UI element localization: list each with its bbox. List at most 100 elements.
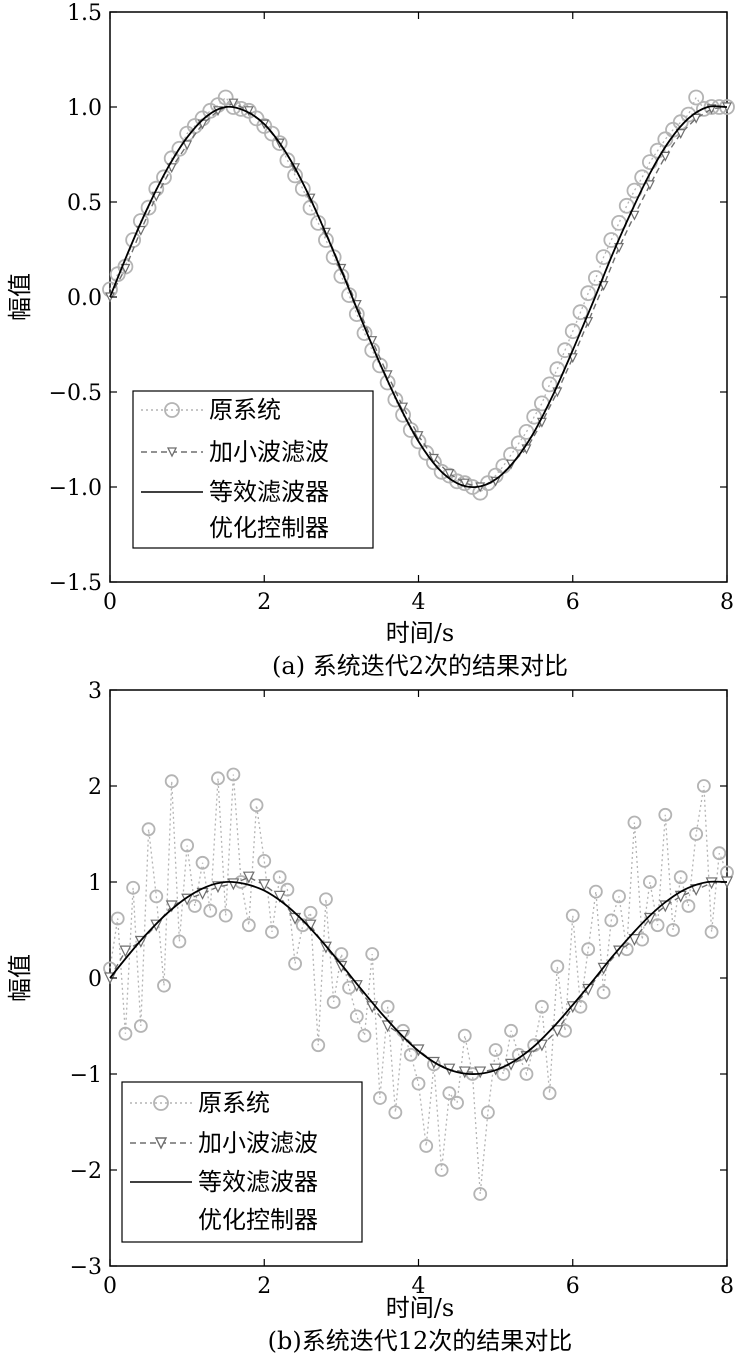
- chart-a-original-point: [580, 285, 597, 302]
- chart-b-original-point: [211, 771, 225, 786]
- chart-b-original-point: [581, 942, 596, 957]
- chart-b-xtick-label: 2: [257, 1274, 271, 1299]
- chart-b-original-point: [411, 1076, 426, 1091]
- chart-b-original-point: [226, 767, 241, 782]
- chart-b-original-point: [110, 911, 125, 926]
- chart-b-original-point: [673, 870, 688, 885]
- chart-a-original-point: [688, 89, 705, 106]
- chart-b-original-point: [195, 855, 210, 870]
- chart-b-original-point: [666, 923, 680, 937]
- chart-b-original-point: [519, 1067, 534, 1081]
- chart-b-original-point: [457, 1028, 472, 1043]
- chart-b-original-point: [319, 892, 333, 907]
- chart-a-xtick-label: 4: [412, 590, 426, 615]
- chart-b-original-point: [658, 807, 673, 822]
- chart-a-wavelet-point: [228, 98, 239, 109]
- chart-a-wavelet-point: [444, 469, 455, 480]
- chart-b-original-point: [373, 1091, 387, 1105]
- chart-b-original-point: [172, 934, 187, 949]
- chart-a-original-point: [572, 304, 589, 321]
- chart-b-original-point: [280, 882, 295, 897]
- chart-b-original-point: [642, 875, 657, 889]
- chart-b-original-point: [596, 985, 611, 1000]
- chart-b-series-original-line: [109, 774, 728, 1195]
- chart-b-original-point: [149, 889, 164, 904]
- chart-b-wavelet-point: [474, 1066, 487, 1079]
- chart-b-original-point: [681, 899, 696, 913]
- chart-b-original-point: [612, 889, 626, 904]
- chart-a-ytick-label: −1.0: [49, 476, 102, 501]
- chart-b-original-point: [650, 918, 665, 933]
- chart-b-ytick-label: −2: [70, 1159, 102, 1184]
- chart-b-legend-label-optimized-1: 等效滤波器: [198, 1168, 318, 1196]
- chart-a-original-point: [526, 408, 543, 425]
- chart-b-original-point: [473, 1187, 488, 1201]
- chart-a-original-point: [634, 169, 651, 186]
- chart-a-xlabel: 时间/s: [386, 619, 454, 647]
- chart-b-original-point: [349, 1009, 364, 1024]
- chart-b-xtick-label: 8: [720, 1274, 734, 1299]
- chart-b-legend: 原系统 加小波滤波 等效滤波器 优化控制器: [121, 1081, 363, 1243]
- chart-b-legend-box: [121, 1081, 363, 1243]
- chart-b-original-point: [696, 779, 711, 793]
- chart-b-original-point: [504, 1023, 518, 1038]
- chart-a: 0 2 4 6 8 1.5 1.0 0.5 0.0 −0.5 −1.0 −1.5 时间/s 幅值 (a…: [6, 1, 735, 680]
- chart-b-original-point: [689, 827, 704, 841]
- chart-b-wavelet-point: [628, 934, 641, 946]
- chart-b-ytick-label: 0: [88, 967, 102, 992]
- chart-b-xlabel: 时间/s: [386, 1294, 454, 1322]
- chart-a-original-point: [156, 169, 172, 186]
- chart-b-original-point: [126, 880, 141, 895]
- chart-b-xtick-label: 6: [566, 1274, 580, 1299]
- chart-a-wavelet-point: [675, 129, 686, 139]
- chart-b-original-point: [450, 1095, 464, 1110]
- chart-b-legend-label-optimized-2: 优化控制器: [198, 1206, 318, 1234]
- chart-b-ytick-label: 1: [88, 871, 102, 896]
- chart-a-wavelet-point: [182, 140, 193, 151]
- chart-b-ylabel: 幅值: [6, 954, 34, 1002]
- chart-b-ticks: 0 2 4 6 8 3 2 1 0 −1 −2 −3: [70, 679, 734, 1299]
- chart-a-wavelet-point: [459, 478, 470, 489]
- chart-a-ytick-label: 1.0: [67, 96, 102, 121]
- chart-b-original-point: [357, 1028, 372, 1043]
- chart-b-original-point: [141, 822, 156, 837]
- chart-b-original-point: [257, 853, 272, 868]
- chart-b-series-wavelet-line: [109, 876, 728, 1073]
- chart-a-wavelet-point: [598, 281, 609, 291]
- chart-a-original-point: [649, 142, 666, 159]
- chart-b-wavelet-point: [165, 900, 178, 913]
- chart-a-ylabel: 幅值: [6, 273, 34, 321]
- chart-b-ytick-label: 2: [88, 775, 102, 800]
- chart-b-original-point: [303, 905, 318, 920]
- chart-a-ytick-label: −1.5: [49, 571, 102, 596]
- chart-a-xtick-label: 6: [566, 590, 580, 615]
- chart-b-original-point: [434, 1163, 449, 1177]
- chart-b-wavelet-point: [242, 871, 255, 884]
- chart-a-legend-marker-original: [164, 402, 180, 418]
- chart-a-original-point: [125, 232, 142, 248]
- chart-b-wavelet-point: [458, 1066, 471, 1079]
- chart-b-original-point: [712, 846, 727, 861]
- chart-a-ytick-label: 0.0: [67, 286, 102, 311]
- chart-a-legend-marker-wavelet: [166, 447, 178, 458]
- chart-a-xtick-label: 8: [720, 590, 734, 615]
- chart-b-original-point: [380, 999, 395, 1014]
- chart-b-original-point: [272, 870, 287, 885]
- chart-a-legend-label-optimized-1: 等效滤波器: [209, 478, 329, 506]
- chart-b-original-point: [288, 956, 303, 971]
- chart-b-original-point: [133, 1019, 148, 1033]
- chart-b-original-point: [334, 947, 349, 961]
- chart-b-wavelet-point: [258, 879, 271, 892]
- chart-b-ytick-label: −1: [70, 1063, 102, 1088]
- chart-b-original-point: [627, 815, 642, 830]
- chart-b-ytick-label: 3: [88, 679, 102, 704]
- chart-b-original-point: [488, 1043, 503, 1057]
- chart-b-original-point: [550, 959, 565, 974]
- chart-b-original-point: [326, 995, 341, 1009]
- chart-b-original-point: [249, 798, 264, 813]
- chart-b-original-point: [481, 1105, 495, 1120]
- chart-b-original-point: [311, 1038, 326, 1053]
- chart-a-original-point: [264, 125, 280, 142]
